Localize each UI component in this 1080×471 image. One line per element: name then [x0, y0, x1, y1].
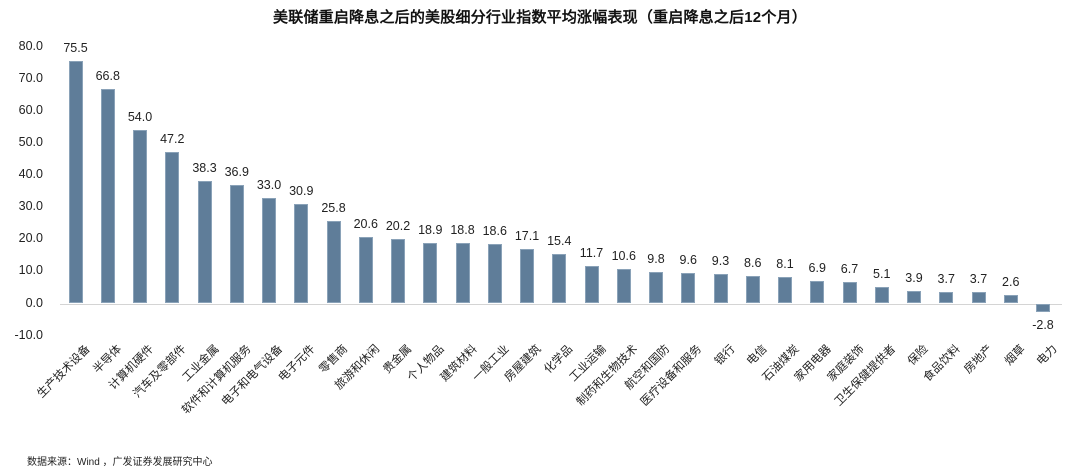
bar — [358, 237, 373, 304]
y-tick-label: 20.0 — [18, 231, 43, 246]
bar — [584, 265, 599, 304]
data-value-label: 54.0 — [127, 110, 153, 125]
data-value-label: 66.8 — [95, 69, 120, 84]
bar — [487, 243, 502, 304]
bar — [745, 275, 760, 304]
data-value-label: 8.6 — [744, 255, 762, 270]
x-axis-baseline — [60, 304, 1062, 305]
data-value-label: 30.9 — [289, 184, 314, 199]
data-value-label: 9.3 — [711, 253, 730, 268]
bar — [842, 281, 857, 304]
bar — [907, 290, 921, 304]
bar — [68, 61, 83, 304]
data-value-label: 75.5 — [63, 41, 88, 56]
bar — [455, 243, 470, 304]
data-value-label: 10.6 — [611, 249, 636, 264]
y-tick-label: 10.0 — [18, 263, 43, 278]
data-value-label: 6.9 — [808, 261, 826, 276]
bar — [713, 273, 728, 304]
bar — [778, 277, 792, 304]
data-value-label: 15.4 — [547, 234, 572, 249]
bar — [616, 269, 631, 304]
y-tick-label: 80.0 — [18, 38, 43, 53]
bar — [423, 242, 438, 304]
data-value-label: 8.1 — [776, 257, 794, 272]
bar — [391, 238, 405, 304]
bar — [229, 185, 244, 304]
y-tick-label: 70.0 — [18, 70, 43, 85]
x-category-label: 银行 — [712, 343, 738, 368]
data-value-label: 33.0 — [256, 177, 282, 192]
x-category-label: 电力 — [1034, 343, 1060, 368]
bar — [939, 291, 954, 304]
data-value-label: 25.8 — [321, 200, 346, 215]
bar — [681, 272, 696, 304]
data-value-label: 36.9 — [224, 165, 249, 180]
data-value-label: 5.1 — [873, 267, 891, 282]
x-category-label: 生产技术设备 — [34, 343, 93, 401]
bar — [649, 272, 663, 304]
chart-title: 美联储重启降息之后的美股细分行业指数平均涨幅表现（重启降息之后12个月） — [273, 9, 807, 26]
data-value-label: 3.7 — [969, 271, 988, 286]
data-value-label: 3.7 — [937, 271, 955, 286]
y-tick-label: 50.0 — [18, 135, 43, 149]
bar — [294, 204, 309, 304]
bar — [133, 130, 147, 304]
bar — [874, 287, 889, 304]
data-value-label: 38.3 — [192, 160, 217, 175]
data-value-label: 3.9 — [905, 270, 923, 285]
bar — [810, 281, 825, 304]
data-value-label: -2.8 — [1032, 318, 1054, 333]
bar — [326, 220, 341, 304]
bar — [520, 248, 534, 304]
bar — [165, 151, 180, 304]
y-tick-label: 30.0 — [18, 199, 43, 214]
data-value-label: 17.1 — [514, 228, 540, 243]
bar — [971, 291, 986, 304]
data-value-label: 20.6 — [353, 217, 378, 232]
data-source-note: 数据来源：Wind ，广发证券发展研究中心 — [27, 457, 213, 468]
data-value-label: 18.8 — [450, 223, 475, 238]
bar — [262, 197, 276, 304]
y-tick-label: 0.0 — [25, 295, 43, 310]
data-value-label: 20.2 — [385, 218, 411, 233]
data-value-label: 18.6 — [482, 223, 507, 238]
bar — [100, 89, 115, 304]
bar — [1036, 303, 1050, 313]
data-value-label: 9.6 — [679, 252, 697, 267]
data-value-label: 6.7 — [840, 261, 859, 276]
x-category-label: 房地产 — [961, 343, 995, 377]
data-value-label: 11.7 — [579, 245, 604, 260]
bar — [1003, 295, 1018, 304]
data-value-label: 2.6 — [1002, 275, 1020, 290]
bar — [552, 254, 567, 304]
data-value-label: 47.2 — [160, 131, 185, 146]
data-value-label: 9.8 — [647, 252, 665, 267]
data-value-label: 18.9 — [418, 222, 443, 237]
y-tick-label: 60.0 — [18, 102, 43, 117]
y-tick-label: -10.0 — [14, 327, 44, 342]
x-category-label: 烟草 — [1002, 343, 1028, 368]
bar — [197, 180, 212, 304]
y-tick-label: 40.0 — [18, 167, 43, 182]
